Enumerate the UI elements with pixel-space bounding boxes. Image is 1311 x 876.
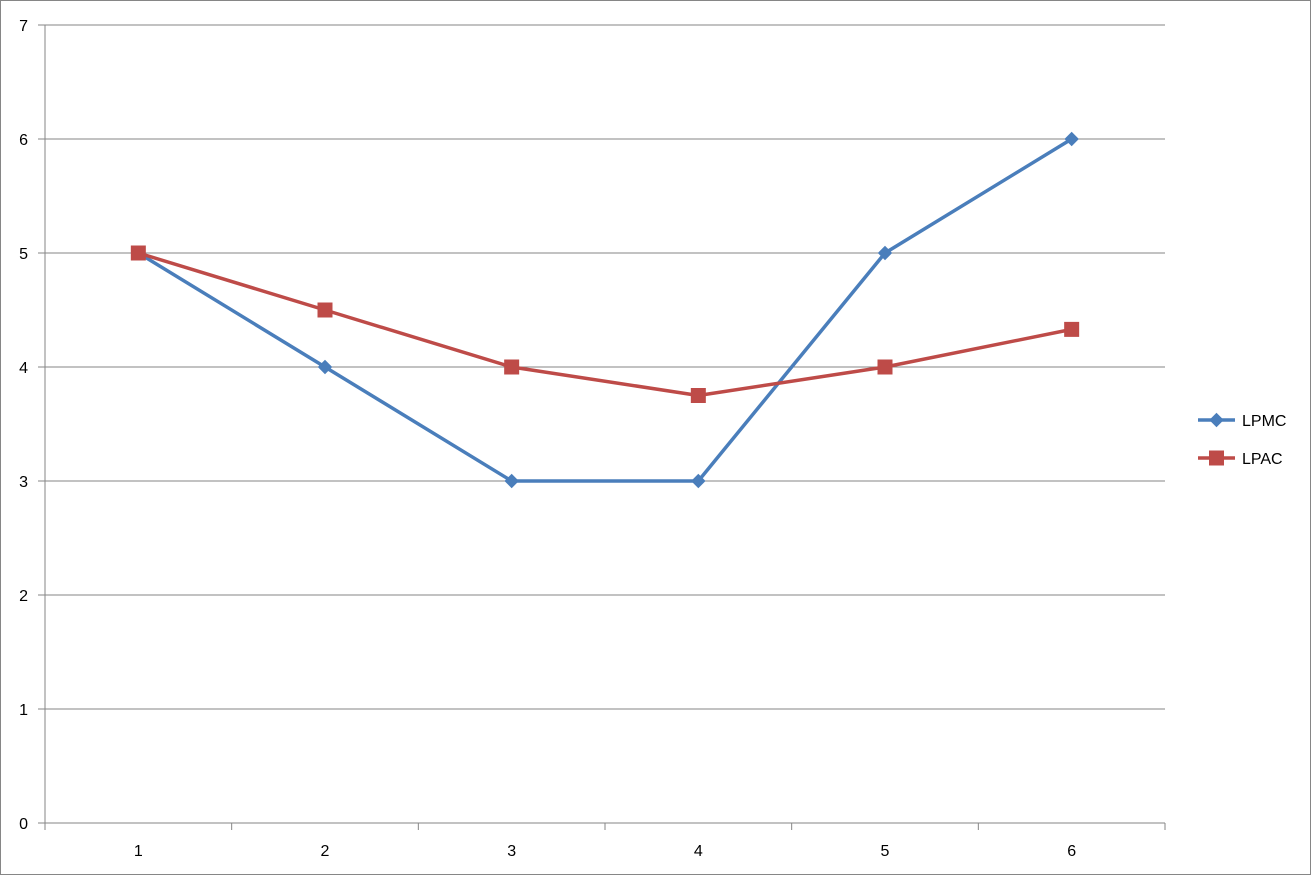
data-point <box>130 245 146 261</box>
data-point <box>690 388 706 403</box>
x-tick-label: 2 <box>321 843 330 860</box>
x-tick-label: 1 <box>134 843 143 860</box>
y-tick-label: 2 <box>19 588 28 605</box>
x-tick-label: 6 <box>1067 843 1076 860</box>
y-tick-label: 6 <box>19 132 28 149</box>
x-tick-label: 3 <box>507 843 516 860</box>
y-tick-label: 4 <box>19 360 28 377</box>
series-lpac <box>130 245 1080 403</box>
series-group <box>130 131 1080 489</box>
legend-label: LPMC <box>1242 413 1286 430</box>
series-line <box>136 137 1074 483</box>
data-point <box>1064 321 1080 337</box>
data-point <box>877 359 893 375</box>
y-tick-label: 0 <box>19 816 28 833</box>
data-point <box>504 473 519 489</box>
legend: LPMC LPAC <box>1198 412 1286 468</box>
axes: 0 1 2 3 4 5 6 7 1 2 3 4 5 6 <box>19 18 1166 860</box>
legend-entry: LPAC <box>1198 450 1283 468</box>
y-tick-label: 1 <box>19 702 28 719</box>
data-point <box>1064 131 1079 147</box>
x-tick-label: 5 <box>881 843 890 860</box>
legend-marker <box>1209 412 1224 428</box>
gridlines <box>45 24 1165 710</box>
legend-entry: LPMC <box>1198 412 1286 430</box>
legend-marker <box>1209 450 1224 466</box>
data-point <box>317 302 333 318</box>
series-lpmc <box>131 131 1079 489</box>
data-point <box>877 245 893 261</box>
data-point <box>317 359 333 375</box>
series-line <box>136 251 1074 398</box>
y-tick-label: 7 <box>19 18 28 35</box>
y-tick-label: 3 <box>19 474 28 491</box>
y-tick-label: 5 <box>19 246 28 263</box>
x-tick-label: 4 <box>694 843 703 860</box>
data-point <box>691 473 706 489</box>
legend-label: LPAC <box>1242 451 1283 468</box>
data-point <box>504 359 520 375</box>
